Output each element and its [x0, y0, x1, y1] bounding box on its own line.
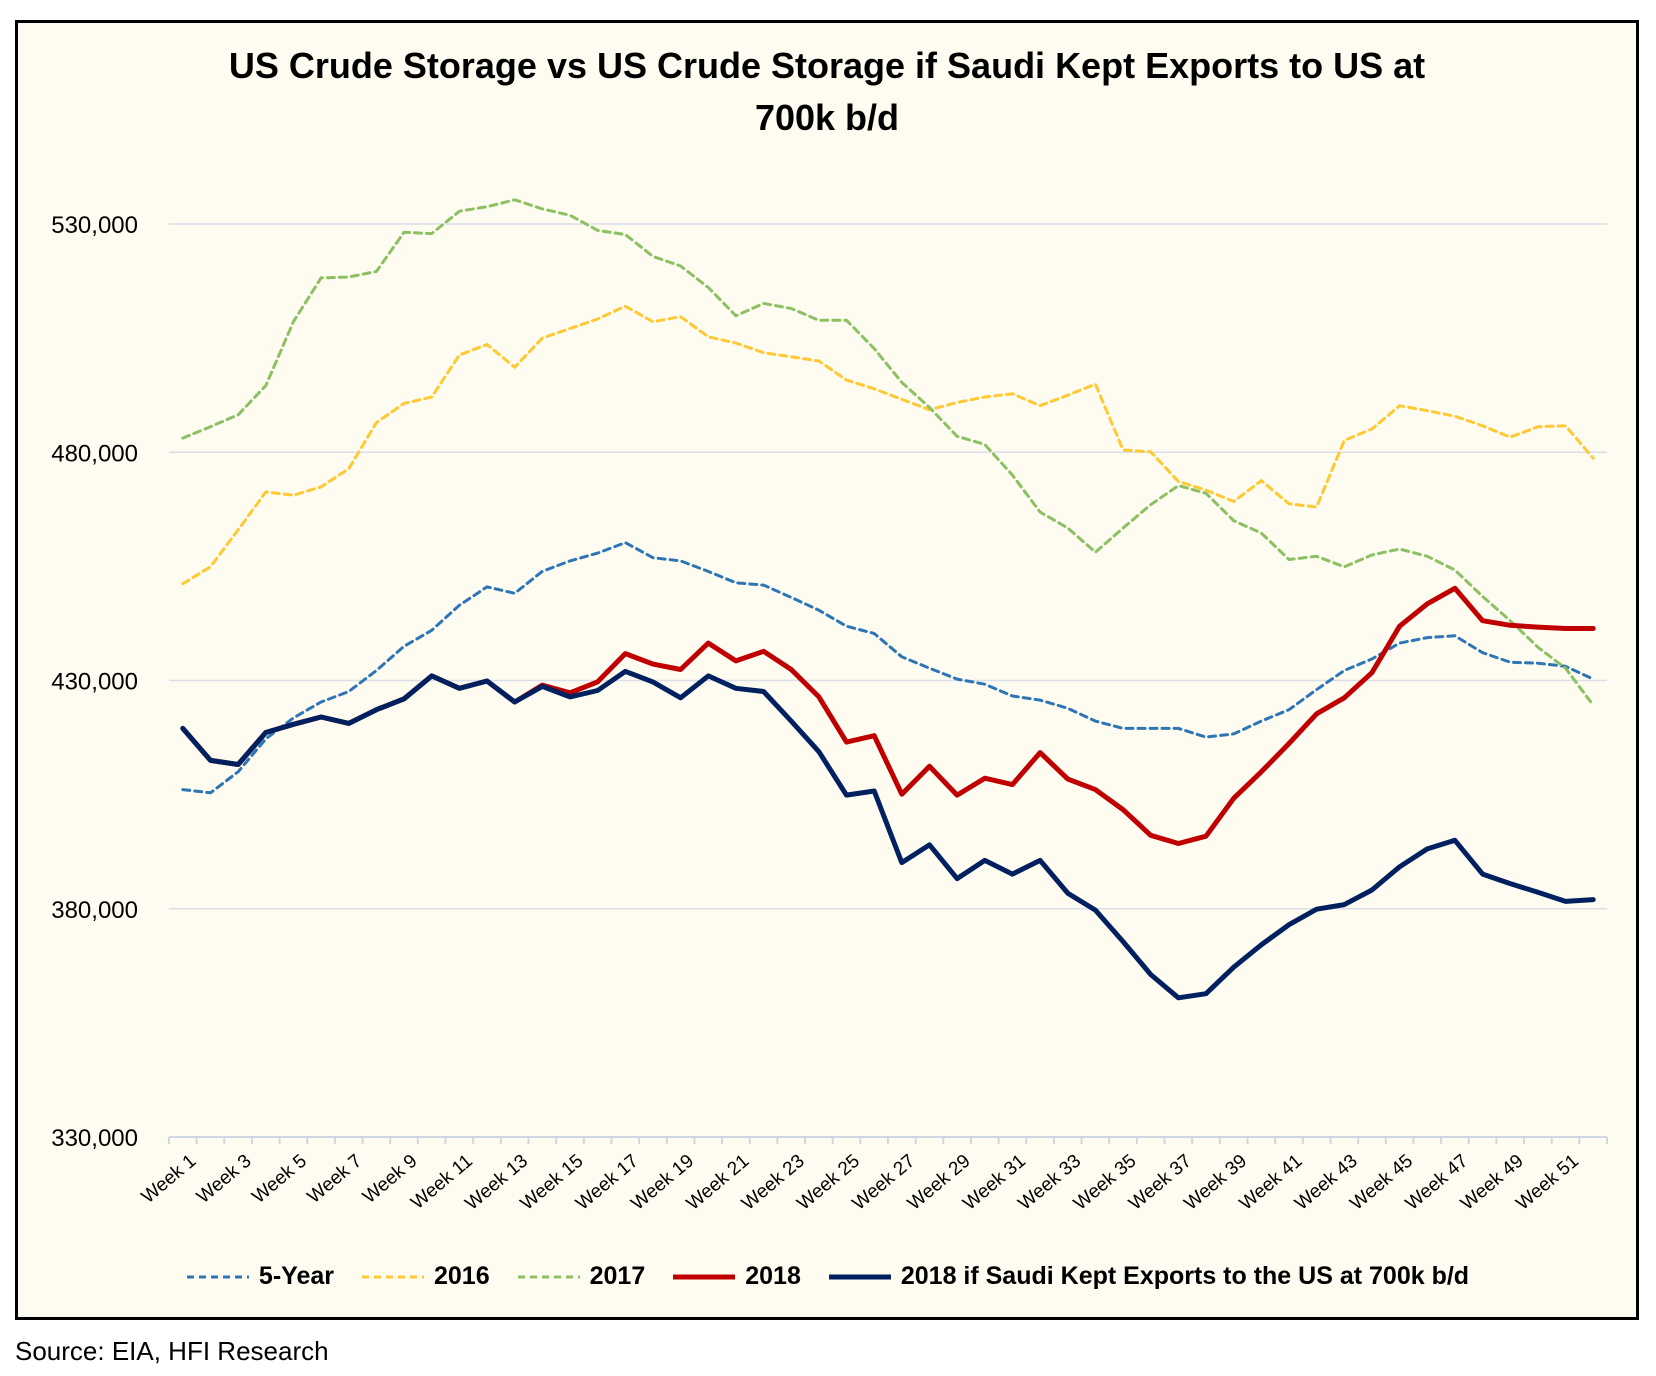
chart-title-line-2: 700k b/d	[754, 97, 900, 138]
source-note: Source: EIA, HFI Research	[15, 1336, 329, 1366]
series-3	[180, 585, 1596, 846]
series-0	[181, 541, 1595, 795]
x-tick-label: Week 1	[138, 1151, 201, 1208]
legend-label: 2017	[589, 1262, 646, 1290]
chart-frame	[15, 20, 1639, 1320]
series-line	[181, 198, 1595, 707]
y-tick-label: 380,000	[51, 897, 138, 924]
legend-item: 2018 if Saudi Kept Exports to the US at …	[827, 1262, 1469, 1291]
legend-swatch	[186, 1275, 249, 1278]
series-line	[181, 304, 1595, 586]
series-4	[180, 668, 1596, 1001]
x-tick-label: Week 3	[193, 1151, 256, 1208]
series-2	[181, 198, 1595, 707]
legend-item: 2017	[516, 1262, 646, 1291]
series-line	[180, 585, 1596, 846]
x-tick-label: Week 51	[1512, 1151, 1583, 1215]
chart-legend: 5-Year 2016 2017 2018 2018 if Saudi Kept Exp…	[15, 1262, 1639, 1291]
chart-title-line-1: US Crude Storage vs US Crude Storage if …	[228, 45, 1426, 86]
legend-swatch	[517, 1275, 580, 1278]
legend-item: 2016	[360, 1262, 490, 1291]
x-tick-label: Week 5	[248, 1151, 311, 1208]
series-line	[180, 668, 1596, 1001]
y-tick-label: 480,000	[51, 440, 138, 467]
y-tick-label: 530,000	[51, 212, 138, 239]
chart-title: US Crude Storage vs US Crude Storage if …	[15, 40, 1639, 144]
legend-label: 2018	[745, 1262, 801, 1290]
legend-swatch	[673, 1274, 736, 1279]
legend-swatch	[361, 1275, 424, 1278]
legend-item: 2018	[671, 1262, 801, 1291]
y-tick-label: 330,000	[51, 1125, 138, 1152]
legend-label: 2018 if Saudi Kept Exports to the US at …	[900, 1262, 1470, 1290]
legend-item: 5-Year	[185, 1262, 334, 1291]
series-line	[181, 541, 1595, 795]
y-tick-label: 430,000	[51, 669, 138, 696]
legend-swatch	[828, 1274, 891, 1279]
x-tick-label: Week 7	[304, 1151, 367, 1208]
series-1	[181, 304, 1595, 586]
legend-label: 2016	[433, 1262, 490, 1290]
legend-label: 5-Year	[258, 1262, 334, 1290]
